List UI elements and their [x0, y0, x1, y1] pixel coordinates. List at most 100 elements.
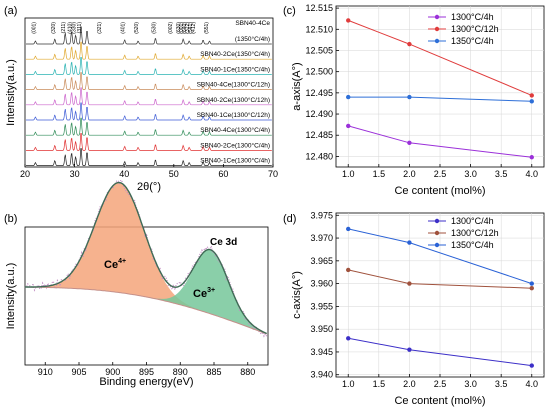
legend-swatch-marker	[434, 14, 440, 20]
x-tick-label: 1.5	[373, 379, 386, 389]
x-tick-label: 2.0	[403, 169, 416, 179]
y-tick-label: 3.945	[310, 347, 333, 357]
a-axis-panel: 12.480 12.485 12.490 12.495 12.500 12.505 12.5…	[291, 3, 545, 197]
y-tick-label: 3.975	[310, 210, 333, 220]
xrd-x-tick-label: 70	[268, 169, 278, 179]
xrd-hkl-label: (412)	[191, 22, 197, 34]
xrd-hkl-label: (530)	[151, 22, 157, 34]
xrd-x-tick-label: 20	[20, 169, 30, 179]
legend-swatch-marker	[434, 218, 440, 224]
xrd-hkl-label: (002)	[168, 22, 174, 34]
xrd-sample-label: SBN40-2Ce(1300°C/12h)	[197, 96, 270, 104]
xps-x-tick-label: 895	[139, 367, 154, 377]
data-point	[529, 99, 534, 104]
panel-label-a: (a)	[4, 5, 17, 17]
y-tick-label: 12.485	[305, 130, 333, 140]
xps-panel: 910 905 900 895 890 885 880 Ce 3d Ce4+ Ce3+ Bi…	[5, 178, 269, 388]
legend-swatch-marker	[434, 38, 440, 44]
data-point	[346, 18, 351, 23]
xrd-pattern-line	[26, 26, 272, 45]
xrd-hkl-label: (520)	[134, 22, 140, 34]
xps-x-tick-label: 900	[105, 367, 120, 377]
xps-x-tick-label: 880	[240, 367, 255, 377]
xrd-sample-label: SBN40-1Ce(1350°C/4h)	[200, 65, 270, 73]
panel-label-c: (c)	[283, 5, 296, 17]
xrd-sample-label: (1350°C/4h)	[235, 35, 270, 43]
y-tick-label: 12.505	[305, 45, 333, 55]
xps-fit-line	[24, 181, 267, 335]
xrd-hkl-label: (630)	[176, 22, 182, 34]
xrd-y-axis-label: Intensity(a.u.)	[5, 59, 17, 126]
y-tick-label: 12.480	[305, 151, 333, 161]
c-axis-x-label: Ce content (mol%)	[394, 395, 485, 407]
xrd-sample-label: SBN40-1Ce(1300°C/4h)	[200, 157, 270, 165]
ce3-peak-label: Ce3+	[193, 287, 215, 300]
xps-x-axis-label: Binding energy(eV)	[99, 376, 193, 388]
xrd-hkl-label: (401)	[121, 22, 127, 34]
xps-x-tick-label: 890	[173, 367, 188, 377]
legend-swatch-marker	[434, 26, 440, 32]
xrd-hkl-label: (321)	[97, 22, 103, 34]
legend-swatch-marker	[434, 230, 440, 236]
xrd-x-tick-label: 60	[218, 169, 228, 179]
x-tick-label: 1.0	[342, 169, 355, 179]
xps-peak-area	[25, 249, 267, 334]
panel-label-d: (d)	[283, 213, 296, 225]
xrd-pattern-line	[26, 102, 272, 121]
y-tick-label: 3.940	[310, 370, 333, 380]
x-tick-label: 1.5	[373, 169, 386, 179]
xrd-pattern-line	[26, 56, 272, 75]
xrd-pattern-line	[26, 87, 272, 106]
xrd-hkl-label: (551)	[204, 22, 210, 34]
xrd-x-axis-label: 2θ(°)	[137, 181, 161, 193]
data-point	[407, 240, 412, 245]
xrd-x-tick-label: 50	[169, 169, 179, 179]
y-tick-label: 3.950	[310, 324, 333, 334]
xrd-hkl-label: (410)	[68, 22, 74, 34]
legend-label: 1300°C/12h	[451, 228, 499, 238]
a-axis-x-label: Ce content (mol%)	[394, 185, 485, 197]
data-point	[529, 363, 534, 368]
data-point	[529, 281, 534, 286]
y-tick-label: 3.960	[310, 279, 333, 289]
data-point	[407, 94, 412, 100]
data-point	[407, 347, 412, 352]
xrd-hkl-label: (330)	[72, 22, 78, 34]
a-axis-y-label: a-axis(A°)	[291, 62, 303, 110]
xrd-hkl-label: (211)	[61, 22, 67, 34]
c-axis-panel: 3.940 3.945 3.950 3.955 3.960 3.965 3.970 3.975…	[291, 210, 545, 407]
x-tick-label: 1.0	[342, 379, 355, 389]
xrd-pattern-line	[26, 41, 272, 60]
y-tick-label: 3.955	[310, 301, 333, 311]
y-tick-label: 3.970	[310, 233, 333, 243]
xrd-hkl-label: (320)	[51, 22, 57, 34]
xrd-hkl-label: (541)	[188, 22, 194, 34]
xrd-hkl-label: (001)	[31, 22, 37, 34]
xrd-x-tick-label: 40	[119, 169, 129, 179]
xps-peak-area	[25, 182, 267, 334]
xrd-pattern-line	[26, 132, 272, 151]
xrd-sample-label: SBN40-4Ce(1300°C/4h)	[200, 126, 270, 134]
data-point	[346, 94, 351, 100]
x-tick-label: 2.5	[434, 379, 447, 389]
x-tick-label: 4.0	[526, 379, 539, 389]
xrd-x-tick-label: 30	[70, 169, 80, 179]
y-tick-label: 12.510	[305, 24, 333, 34]
x-tick-label: 3.5	[495, 169, 508, 179]
y-tick-label: 12.515	[305, 3, 333, 13]
x-tick-label: 3.0	[464, 379, 477, 389]
xps-y-axis-label: Intensity(a.u.)	[5, 263, 17, 330]
data-point	[346, 226, 351, 232]
c-axis-y-label: c-axis(A°)	[291, 271, 303, 319]
legend-label: 1350°C/4h	[451, 36, 494, 46]
xrd-sample-label: SBN40-1Ce(1300°C/12h)	[197, 111, 270, 119]
legend-label: 1300°C/4h	[451, 12, 494, 22]
xps-raw-data	[24, 178, 268, 338]
xps-x-tick-label: 905	[71, 367, 86, 377]
x-tick-label: 3.0	[464, 169, 477, 179]
xrd-panel: (1350°C/4h) SBN40-2Ce(1350°C/4h) SBN40-1Ce…	[5, 17, 278, 193]
xrd-hkl-label: (311)	[77, 22, 83, 34]
data-point	[407, 140, 412, 146]
legend-label: 1350°C/4h	[451, 240, 494, 250]
